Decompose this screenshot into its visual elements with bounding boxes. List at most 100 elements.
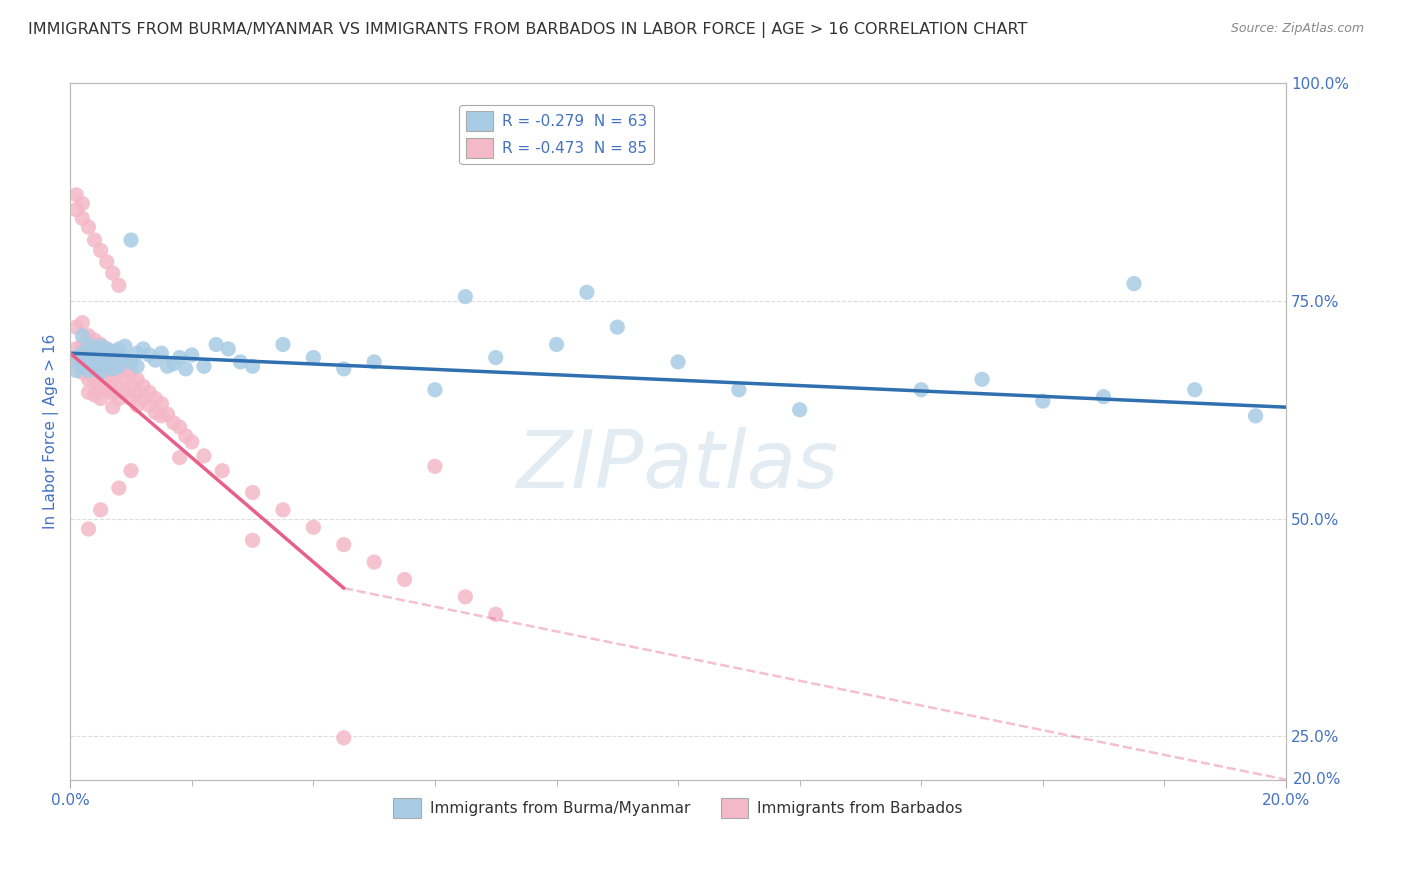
Point — [83, 362, 105, 376]
Point — [77, 372, 100, 386]
Point — [72, 365, 94, 379]
Point — [90, 365, 112, 379]
Point — [72, 196, 94, 211]
Point — [217, 342, 239, 356]
Point — [127, 346, 149, 360]
Point — [229, 355, 252, 369]
Point — [90, 365, 112, 379]
Point — [108, 353, 131, 368]
Point — [606, 320, 628, 334]
Point — [96, 348, 118, 362]
Point — [138, 399, 160, 413]
Point — [83, 333, 105, 347]
Point — [970, 372, 993, 386]
Point — [83, 348, 105, 362]
Point — [83, 233, 105, 247]
Point — [120, 392, 142, 406]
Point — [789, 402, 811, 417]
Point — [127, 385, 149, 400]
Point — [169, 351, 191, 365]
Point — [90, 503, 112, 517]
Point — [77, 359, 100, 374]
Point — [101, 348, 124, 362]
Point — [271, 337, 294, 351]
Point — [138, 348, 160, 362]
Point — [90, 379, 112, 393]
Point — [101, 355, 124, 369]
Point — [127, 359, 149, 374]
Text: Source: ZipAtlas.com: Source: ZipAtlas.com — [1230, 22, 1364, 36]
Point — [120, 365, 142, 379]
Point — [114, 359, 136, 374]
Point — [666, 355, 689, 369]
Point — [363, 555, 385, 569]
Point — [132, 379, 155, 393]
Point — [162, 416, 184, 430]
Point — [65, 320, 87, 334]
Point — [394, 573, 416, 587]
Point — [72, 328, 94, 343]
Point — [363, 355, 385, 369]
Point — [65, 355, 87, 369]
Point — [143, 392, 166, 406]
Point — [96, 342, 118, 356]
Point — [65, 342, 87, 356]
Point — [242, 533, 264, 548]
Point — [546, 337, 568, 351]
Text: ZIPatlas: ZIPatlas — [517, 427, 839, 506]
Point — [72, 337, 94, 351]
Point — [138, 385, 160, 400]
Point — [271, 503, 294, 517]
Point — [96, 255, 118, 269]
Point — [83, 342, 105, 356]
Point — [120, 464, 142, 478]
Point — [728, 383, 751, 397]
Point — [454, 590, 477, 604]
Point — [77, 522, 100, 536]
Point — [454, 290, 477, 304]
Point — [333, 362, 356, 376]
Point — [180, 348, 202, 362]
Point — [101, 344, 124, 359]
Point — [180, 434, 202, 449]
Point — [108, 365, 131, 379]
Point — [132, 342, 155, 356]
Point — [90, 392, 112, 406]
Point — [65, 351, 87, 365]
Point — [96, 370, 118, 384]
Point — [77, 385, 100, 400]
Text: IMMIGRANTS FROM BURMA/MYANMAR VS IMMIGRANTS FROM BARBADOS IN LABOR FORCE | AGE >: IMMIGRANTS FROM BURMA/MYANMAR VS IMMIGRA… — [28, 22, 1028, 38]
Point — [485, 351, 508, 365]
Point — [127, 399, 149, 413]
Point — [77, 363, 100, 377]
Point — [72, 346, 94, 360]
Point — [174, 429, 197, 443]
Point — [77, 220, 100, 235]
Point — [65, 202, 87, 217]
Point — [1032, 394, 1054, 409]
Point — [90, 244, 112, 258]
Point — [114, 385, 136, 400]
Point — [72, 353, 94, 368]
Point — [211, 464, 233, 478]
Point — [77, 355, 100, 369]
Point — [101, 362, 124, 376]
Point — [150, 409, 173, 423]
Point — [242, 485, 264, 500]
Point — [127, 372, 149, 386]
Point — [83, 374, 105, 388]
Point — [108, 379, 131, 393]
Point — [96, 342, 118, 356]
Point — [156, 407, 179, 421]
Point — [333, 538, 356, 552]
Point — [83, 348, 105, 362]
Point — [174, 362, 197, 376]
Point — [132, 392, 155, 406]
Point — [83, 362, 105, 376]
Point — [77, 344, 100, 359]
Text: 20.0%: 20.0% — [1294, 772, 1341, 787]
Point — [114, 339, 136, 353]
Point — [169, 420, 191, 434]
Point — [72, 211, 94, 226]
Point — [101, 400, 124, 414]
